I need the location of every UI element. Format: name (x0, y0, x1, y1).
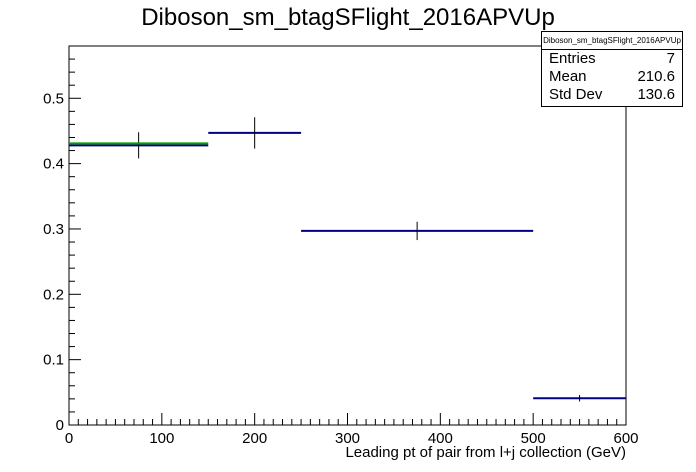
stats-stddev-label: Std Dev (549, 86, 603, 103)
y-tick-label: 0.1 (43, 352, 64, 369)
stats-box: Diboson_sm_btagSFlight_2016APVUp Entries… (541, 31, 683, 107)
y-tick-label: 0.3 (43, 221, 64, 238)
stats-mean-label: Mean (549, 68, 587, 85)
x-tick-label: 300 (335, 430, 360, 447)
stats-stddev-value: 130.6 (637, 86, 675, 103)
y-tick-label: 0.2 (43, 286, 64, 303)
x-tick-label: 100 (149, 430, 174, 447)
x-tick-label: 0 (65, 430, 73, 447)
stats-stddev-row: Std Dev 130.6 (542, 86, 682, 104)
stats-entries-label: Entries (549, 50, 596, 67)
stats-mean-value: 210.6 (637, 68, 675, 85)
stats-mean-row: Mean 210.6 (542, 68, 682, 86)
x-tick-label: 200 (242, 430, 267, 447)
y-tick-label: 0.5 (43, 90, 64, 107)
stats-entries-value: 7 (666, 50, 675, 67)
x-tick-label: 500 (521, 430, 546, 447)
stats-box-title: Diboson_sm_btagSFlight_2016APVUp (542, 32, 682, 50)
y-tick-label: 0 (56, 417, 64, 434)
stats-entries-row: Entries 7 (542, 50, 682, 68)
y-tick-label: 0.4 (43, 156, 64, 173)
x-tick-label: 400 (428, 430, 453, 447)
x-axis-label: Leading pt of pair from l+j collection (… (345, 444, 626, 461)
chart-title: Diboson_sm_btagSFlight_2016APVUp (141, 4, 555, 31)
x-tick-label: 600 (613, 430, 638, 447)
